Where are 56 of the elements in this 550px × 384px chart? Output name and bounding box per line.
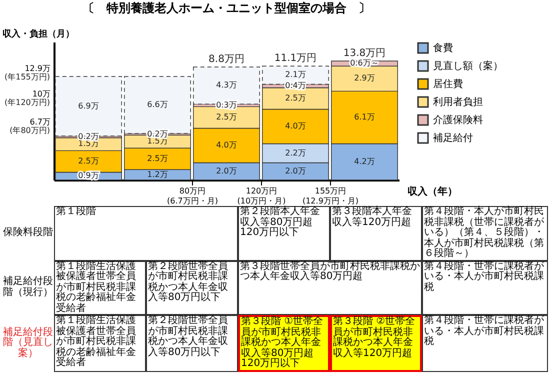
- text: 155万円 (12.9万円・月): [302, 186, 359, 206]
- annotation: 13.8万円: [343, 48, 386, 59]
- data-label: 2.5万: [216, 112, 237, 122]
- annotation: 11.1万円: [274, 53, 317, 64]
- text: 第４段階・本人が市町村民税非課税（世帯に課税者がいる）（第４、５段階）・本人が市町村民税課税（第６段階～）: [422, 206, 548, 260]
- data-label: 2.2万: [285, 148, 306, 158]
- text: 補足給付段階（見直し案）: [2, 326, 54, 359]
- legend-label: 利用者負担: [433, 96, 483, 108]
- chart-title: 〔 特別養護老人ホーム・ユニット型個室の場合 〕: [82, 1, 370, 15]
- data-label: 4.3万: [216, 80, 237, 90]
- text: 第２段階世帯全員が市町村民税非課税かつ本人年金収入等80万円以下: [146, 260, 238, 315]
- text: 第３段階本人年金収入等120万円超: [330, 206, 422, 260]
- legend-label: 介護保険料: [433, 114, 483, 126]
- data-label: 6.1万: [354, 112, 375, 122]
- text: (年80万円): [10, 126, 50, 136]
- data-label: 0.9万: [78, 171, 99, 180]
- data-label: 2.5万: [285, 93, 306, 102]
- text: 120万円 (10万円・月): [237, 186, 286, 206]
- y-tick-label: 10万: [32, 89, 50, 98]
- text: 第１段階: [54, 206, 238, 260]
- legend-label: 見直し額（案）: [433, 60, 503, 72]
- text: (年120万円): [4, 98, 50, 107]
- data-label: 4.2万: [354, 156, 375, 166]
- data-label: 1.2万: [147, 170, 168, 179]
- text: 補足給付段階（現行）: [2, 276, 54, 298]
- text: 第２段階世帯全員が市町村民税非課税かつ本人年金収入等80万円以下: [146, 315, 238, 372]
- data-label: 0.2万: [78, 132, 99, 141]
- text: 第１段階生活保護被保護者世帯全員が市町村民税非課税の老齢福祉年金受給者: [54, 315, 146, 372]
- y-tick-label: 6.7万: [30, 118, 50, 127]
- text: 第２段階本人年金収入等80万円超120万円以下: [238, 206, 330, 260]
- text: 80万円 (6.7万円・月): [167, 186, 218, 206]
- x-axis-title: 収入（年）: [408, 186, 458, 198]
- data-label: 2.0万: [216, 166, 237, 176]
- legend-label: 補足給付: [433, 132, 473, 144]
- data-label: 4.0万: [285, 122, 306, 131]
- text: 第３段階 ①世帯全員が市町村民税非課税かつ本人年金収入等80万円超120万円以下: [238, 315, 330, 372]
- data-label: 6.6万: [147, 100, 168, 109]
- text: 第１段階生活保護被保護者世帯全員が市町村民税非課税の老齢福祉年金受給者: [54, 260, 146, 315]
- data-label: 2.1万: [285, 70, 306, 80]
- text: 第４段階・世帯に課税者がいる・本人が市町村民税課税: [422, 315, 548, 372]
- legend-label: 居住費: [433, 78, 463, 90]
- text: (年155万円): [4, 72, 50, 82]
- text: 第４段階・世帯に課税者がいる・本人が市町村民税課税: [422, 260, 548, 315]
- y-tick-label: 12.9万: [24, 64, 50, 74]
- text: 第３段階世帯全員が市町村民税非課税かつ本人年金収入等80万円超: [238, 260, 422, 315]
- data-label: 2.0万: [285, 166, 306, 176]
- data-label: 2.5万: [78, 156, 99, 166]
- text: 第３段階 ②世帯全員が市町村民税非課税かつ本人年金収入等120万円超: [330, 315, 422, 372]
- data-label: 2.9万: [354, 74, 375, 83]
- data-label: 4.0万: [216, 140, 237, 150]
- annotation: 8.8万円: [208, 54, 244, 66]
- text: 保険料段階: [2, 227, 54, 238]
- y-axis-title: 収入・負担（月）: [2, 28, 74, 40]
- legend-label: 食費: [433, 42, 453, 54]
- data-label: 2.5万: [147, 154, 168, 163]
- data-label: 6.9万: [78, 101, 99, 110]
